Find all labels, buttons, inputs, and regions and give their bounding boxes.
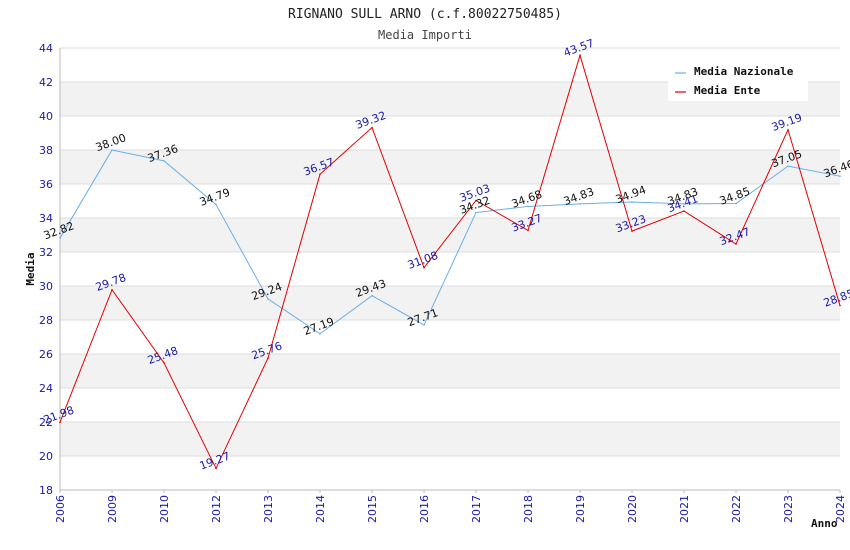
x-tick-label: 2023	[782, 495, 795, 523]
y-tick-label: 28	[39, 314, 53, 327]
y-tick-label: 42	[39, 76, 53, 89]
data-point	[267, 357, 269, 359]
x-tick-label: 2016	[418, 495, 431, 523]
data-point	[475, 199, 477, 202]
data-point	[111, 149, 113, 151]
data-point	[215, 467, 217, 470]
legend-label-media-ente: Media Ente	[694, 84, 761, 97]
y-tick-label: 30	[39, 280, 53, 293]
x-axis-label: Anno	[811, 517, 838, 530]
legend: Media Nazionale Media Ente	[668, 59, 808, 101]
data-point	[371, 126, 373, 129]
data-point	[319, 173, 321, 176]
grid-band	[60, 286, 840, 320]
data-point	[735, 202, 737, 205]
data-point	[111, 288, 113, 291]
series-line-media-nazionale	[59, 149, 841, 335]
data-point	[215, 203, 217, 206]
data-point	[527, 205, 529, 208]
grid-band	[60, 456, 840, 490]
chart-title: RIGNANO SULL ARNO (c.f.80022750485)	[288, 7, 562, 22]
grid-band	[60, 354, 840, 388]
data-point	[371, 294, 373, 297]
x-tick-label: 2022	[730, 495, 743, 523]
data-point	[267, 298, 269, 300]
grid-band	[60, 218, 840, 252]
data-point	[475, 211, 477, 214]
series-lines	[59, 53, 841, 470]
y-tick-label: 26	[39, 348, 53, 361]
y-axis-label: Media	[24, 252, 37, 285]
x-tick-label: 2021	[678, 495, 691, 523]
grid-band	[60, 116, 840, 150]
x-tick-label: 2024	[834, 495, 847, 523]
x-axis-ticks: 2006 2009 2010 2012 2013 2014 2015 2016 2017 2018…	[54, 490, 847, 523]
y-tick-label: 38	[39, 144, 53, 157]
data-point	[839, 175, 841, 177]
data-point	[319, 332, 321, 335]
data-point	[683, 210, 685, 212]
y-tick-label: 44	[39, 42, 53, 55]
grid-lines	[60, 47, 840, 491]
y-tick-label: 20	[39, 450, 53, 463]
y-tick-label: 22	[39, 416, 53, 429]
data-point	[579, 203, 581, 205]
data-point	[787, 165, 789, 167]
data-point	[163, 160, 165, 162]
x-tick-label: 2012	[210, 495, 223, 523]
y-tick-label: 34	[39, 212, 53, 225]
grid-band	[60, 184, 840, 218]
x-tick-label: 2013	[262, 495, 275, 523]
data-point	[839, 304, 841, 307]
data-point	[423, 266, 425, 269]
data-point	[59, 237, 61, 239]
legend-label-media-nazionale: Media Nazionale	[694, 65, 794, 78]
data-point	[423, 324, 425, 326]
y-tick-label: 24	[39, 382, 53, 395]
x-tick-label: 2020	[626, 495, 639, 523]
data-point	[163, 362, 165, 364]
data-point	[631, 201, 633, 203]
data-point	[527, 229, 529, 232]
data-point	[579, 54, 581, 57]
grid-band	[60, 388, 840, 422]
legend-box	[668, 59, 808, 101]
y-tick-label: 18	[39, 484, 53, 497]
grid-band	[60, 422, 840, 456]
x-tick-label: 2017	[470, 495, 483, 523]
y-tick-label: 36	[39, 178, 53, 191]
x-tick-label: 2009	[106, 495, 119, 523]
x-tick-label: 2006	[54, 495, 67, 523]
y-tick-label: 32	[39, 246, 53, 259]
chart-subtitle: Media Importi	[378, 28, 472, 42]
data-point	[683, 203, 685, 205]
x-tick-label: 2015	[366, 495, 379, 523]
y-axis-ticks: 18 20 22 24 26 28 30 32 34 36 38 40 42 44	[39, 42, 53, 497]
x-tick-label: 2018	[522, 495, 535, 523]
x-tick-label: 2014	[314, 495, 327, 523]
y-tick-label: 40	[39, 110, 53, 123]
grid-band	[60, 320, 840, 354]
data-point	[59, 421, 61, 424]
series-line-media-ente	[59, 53, 841, 470]
x-tick-label: 2010	[158, 495, 171, 523]
data-point	[787, 128, 789, 131]
data-point	[631, 230, 633, 232]
x-tick-label: 2019	[574, 495, 587, 523]
data-point	[735, 243, 737, 245]
grid-band	[60, 150, 840, 184]
